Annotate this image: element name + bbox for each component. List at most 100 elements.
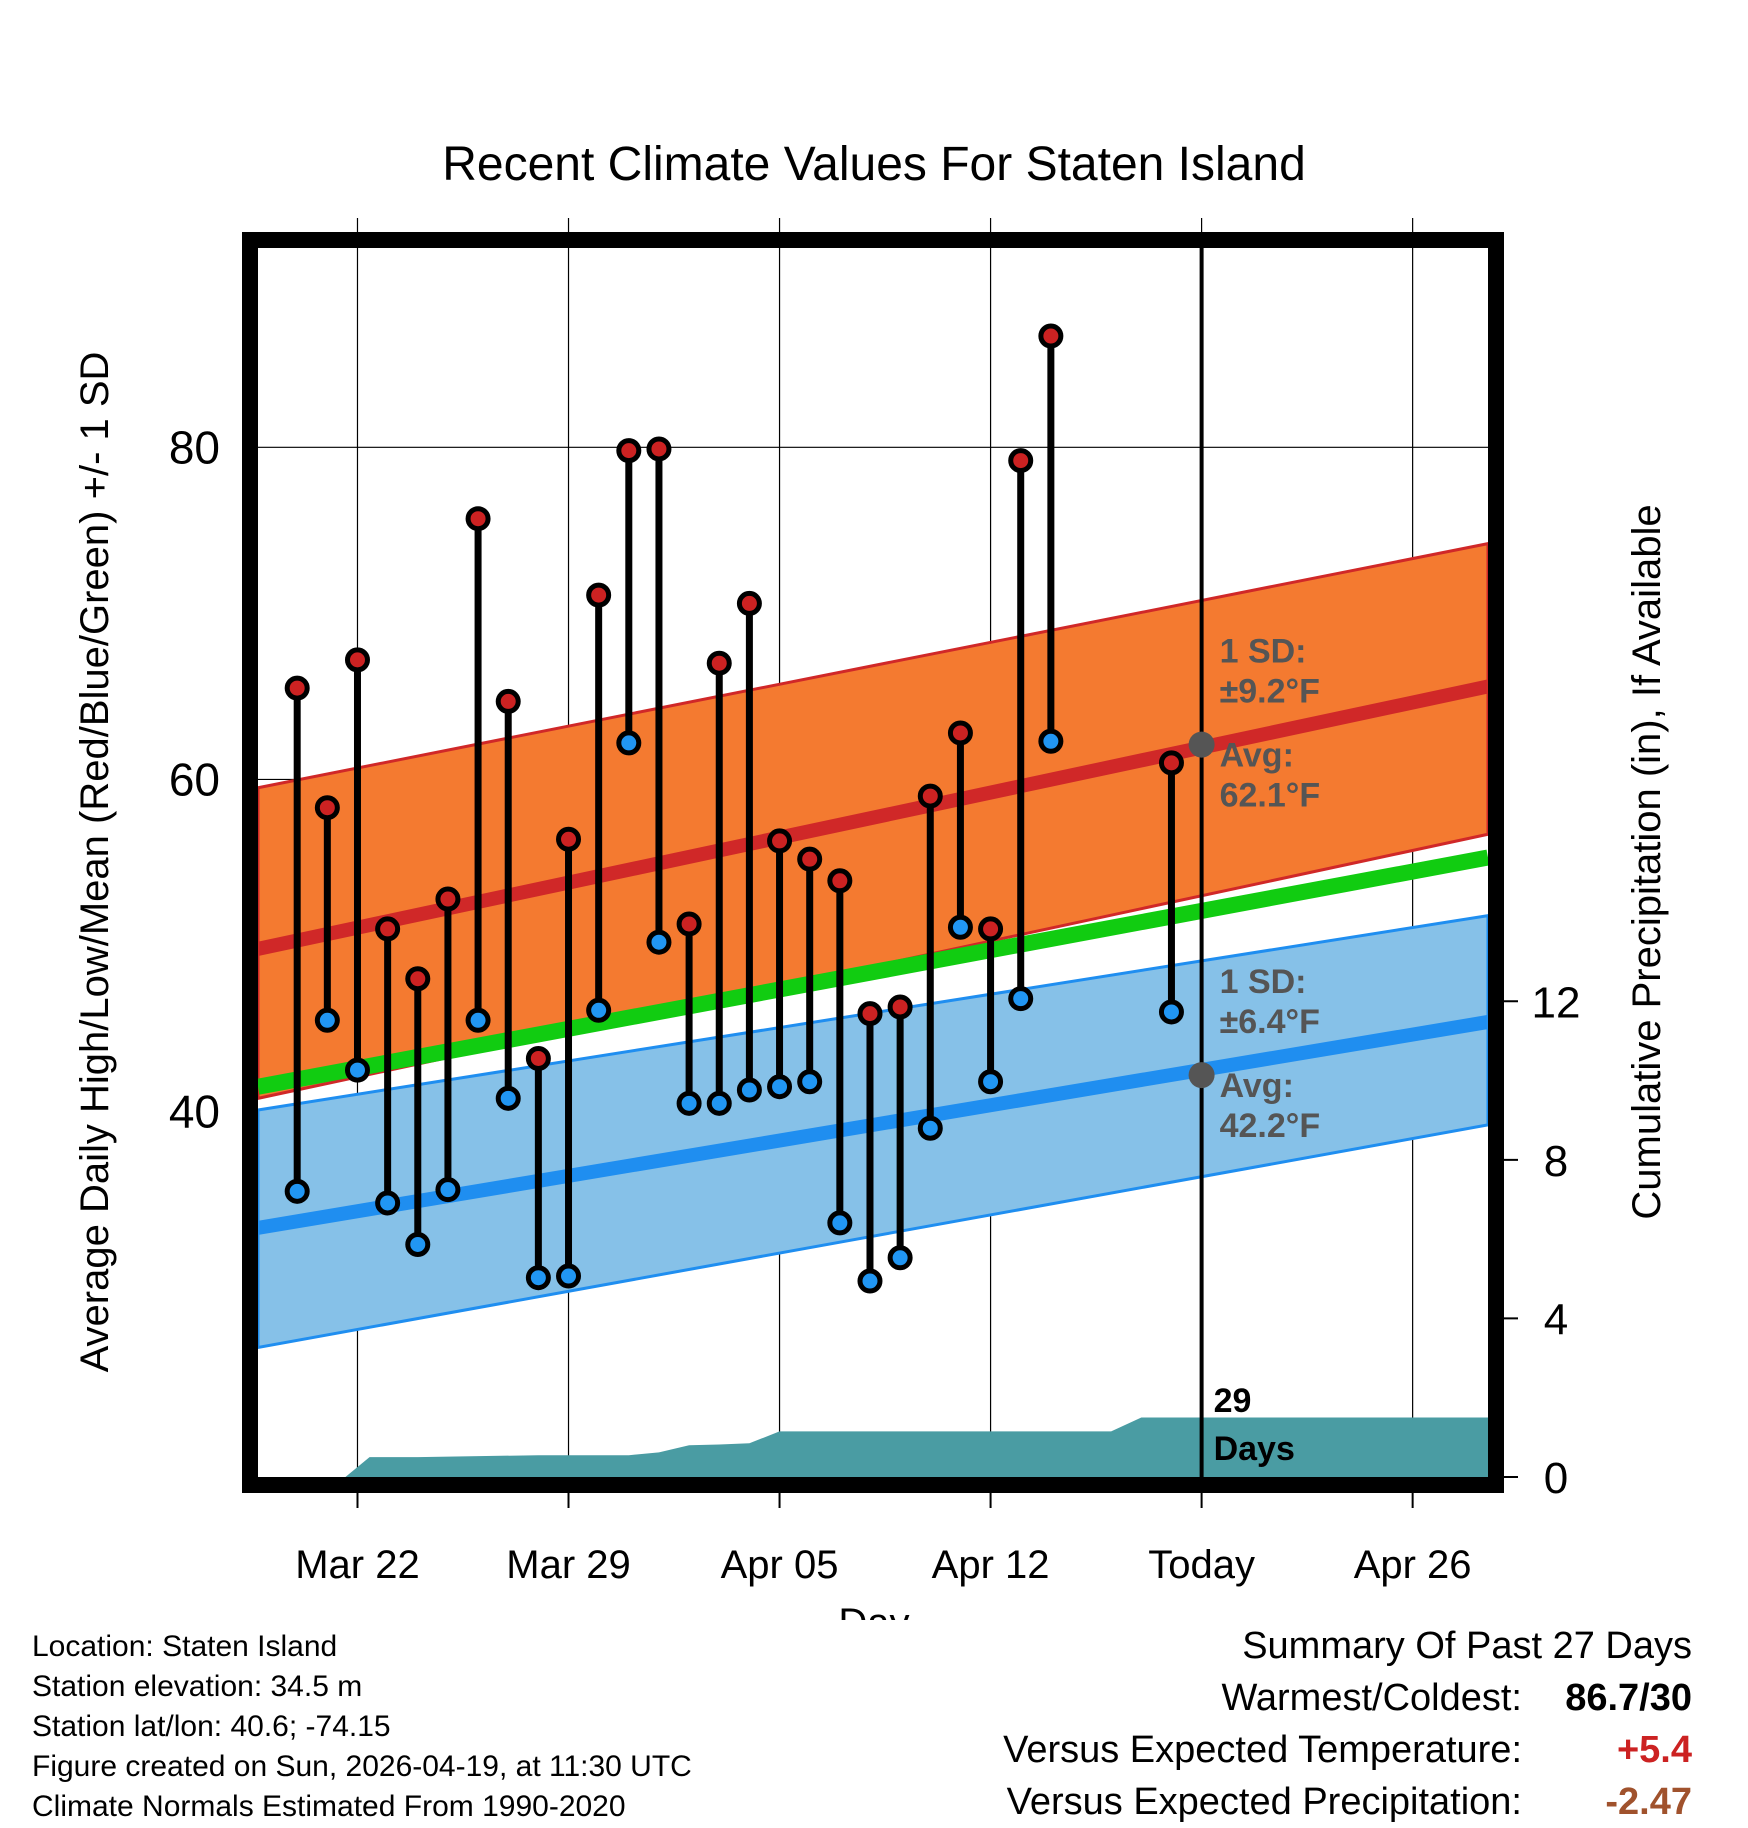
- precipitation-area: [258, 1417, 1488, 1477]
- high-temp-point: [978, 916, 1004, 942]
- x-tick-label: Apr 12: [932, 1543, 1050, 1587]
- plot-border: [242, 232, 1504, 1493]
- climate-chart: Recent Climate Values For Staten Island …: [73, 138, 1669, 1620]
- warmest-label: Warmest/Coldest:: [1221, 1677, 1522, 1719]
- low-temp-point: [736, 1077, 762, 1103]
- low-avg-value: 42.2°F: [1220, 1107, 1321, 1145]
- y2-tick-label: 12: [1532, 978, 1581, 1027]
- low-temp-point: [495, 1085, 521, 1111]
- low-temp-point: [465, 1007, 491, 1033]
- low-sd-label: 1 SD:: [1220, 963, 1307, 1001]
- low-avg-label: Avg:: [1220, 1067, 1294, 1105]
- low-temp-point: [676, 1090, 702, 1116]
- high-temp-point: [375, 916, 401, 942]
- temp-diff-value: +5.4: [1616, 1729, 1692, 1771]
- y2-tick-label: 0: [1544, 1454, 1568, 1503]
- high-temp-point: [344, 647, 370, 673]
- elevation-text: Station elevation: 34.5 m: [32, 1670, 363, 1703]
- low-temp-point: [706, 1090, 732, 1116]
- low-temp-point: [767, 1074, 793, 1100]
- daily-range-bars: [284, 323, 1184, 1294]
- low-temp-point: [947, 914, 973, 940]
- low-temp-point: [917, 1115, 943, 1141]
- high-temp-point: [736, 590, 762, 616]
- high-avg-label: Avg:: [1220, 737, 1294, 775]
- created-text: Figure created on Sun, 2026-04-19, at 11…: [32, 1750, 692, 1783]
- high-temp-point: [706, 650, 732, 676]
- location-text: Location: Staten Island: [32, 1630, 338, 1663]
- low-temp-point: [314, 1007, 340, 1033]
- high-sd-value: ±9.2°F: [1220, 673, 1320, 711]
- high-temp-point: [767, 828, 793, 854]
- y2-tick-label: 4: [1544, 1295, 1568, 1344]
- x-tick-label: Mar 22: [295, 1543, 420, 1587]
- high-avg-value: 62.1°F: [1220, 777, 1321, 815]
- high-temp-point: [314, 795, 340, 821]
- high-temp-point: [797, 846, 823, 872]
- low-temp-point: [586, 997, 612, 1023]
- summary-title: Summary Of Past 27 Days: [1242, 1625, 1692, 1667]
- x-tick-label: Apr 05: [721, 1543, 839, 1587]
- y-tick-label: 60: [169, 753, 220, 805]
- temp-diff-label: Versus Expected Temperature:: [1003, 1729, 1522, 1771]
- high-temp-point: [556, 826, 582, 852]
- low-temp-point: [1038, 728, 1064, 754]
- precip-diff-value: -2.47: [1605, 1781, 1692, 1823]
- days-count: 29: [1214, 1382, 1252, 1420]
- low-temp-point: [887, 1245, 913, 1271]
- high-temp-point: [887, 994, 913, 1020]
- y-axis-label: Average Daily High/Low/Mean (Red/Blue/Gr…: [73, 352, 117, 1373]
- axes: 40 60 80 0 4 8 12 Mar 22 Mar 29 Apr 05 Apr 12 Today…: [73, 280, 1669, 1620]
- high-temp-point: [405, 966, 431, 992]
- y2-axis-label: Cumulative Precipitation (in), If Availa…: [1625, 504, 1669, 1219]
- warmest-value: 86.7/30: [1565, 1677, 1692, 1719]
- low-temp-point: [556, 1263, 582, 1289]
- high-temp-point: [435, 886, 461, 912]
- high-temp-point: [616, 438, 642, 464]
- y2-tick-label: 8: [1544, 1137, 1568, 1186]
- high-temp-point: [465, 506, 491, 532]
- y-tick-label: 40: [169, 1086, 220, 1138]
- high-avg-marker: [1188, 731, 1215, 758]
- high-temp-point: [495, 688, 521, 714]
- x-tick-label: Mar 29: [506, 1543, 631, 1587]
- low-avg-marker: [1188, 1062, 1215, 1089]
- high-temp-point: [1008, 448, 1034, 474]
- x-axis-label: Day: [838, 1601, 909, 1620]
- low-temp-point: [857, 1268, 883, 1294]
- high-temp-point: [1158, 750, 1184, 776]
- summary-panel: Summary Of Past 27 Days Warmest/Coldest:…: [1003, 1620, 1692, 1828]
- high-normal-line: [256, 679, 1490, 956]
- low-temp-point: [1158, 999, 1184, 1025]
- x-tick-label: Apr 26: [1354, 1543, 1472, 1587]
- low-temp-point: [405, 1231, 431, 1257]
- low-temp-point: [375, 1190, 401, 1216]
- low-sd-value: ±6.4°F: [1220, 1003, 1320, 1041]
- high-temp-point: [646, 436, 672, 462]
- high-temp-point: [676, 911, 702, 937]
- high-temp-point: [857, 1001, 883, 1027]
- low-temp-point: [435, 1177, 461, 1203]
- low-temp-point: [1008, 986, 1034, 1012]
- x-tick-label: Today: [1148, 1543, 1255, 1587]
- high-temp-point: [947, 720, 973, 746]
- high-temp-point: [586, 582, 612, 608]
- latlon-text: Station lat/lon: 40.6; -74.15: [32, 1710, 391, 1743]
- station-info: Location: Staten Island Station elevatio…: [32, 1627, 692, 1827]
- mean-normal-line: [256, 849, 1490, 1095]
- low-temp-point: [616, 730, 642, 756]
- high-temp-point: [525, 1045, 551, 1071]
- low-temp-point: [284, 1178, 310, 1204]
- low-temp-point: [797, 1069, 823, 1095]
- low-temp-point: [646, 929, 672, 955]
- low-temp-point: [827, 1210, 853, 1236]
- y-tick-label: 80: [169, 421, 220, 473]
- low-temp-point: [344, 1057, 370, 1083]
- high-temp-point: [827, 868, 853, 894]
- precip-fill: [258, 1417, 1488, 1477]
- low-temp-point: [525, 1265, 551, 1291]
- normals-text: Climate Normals Estimated From 1990-2020: [32, 1790, 626, 1823]
- high-temp-point: [917, 783, 943, 809]
- days-label: Days: [1214, 1430, 1295, 1468]
